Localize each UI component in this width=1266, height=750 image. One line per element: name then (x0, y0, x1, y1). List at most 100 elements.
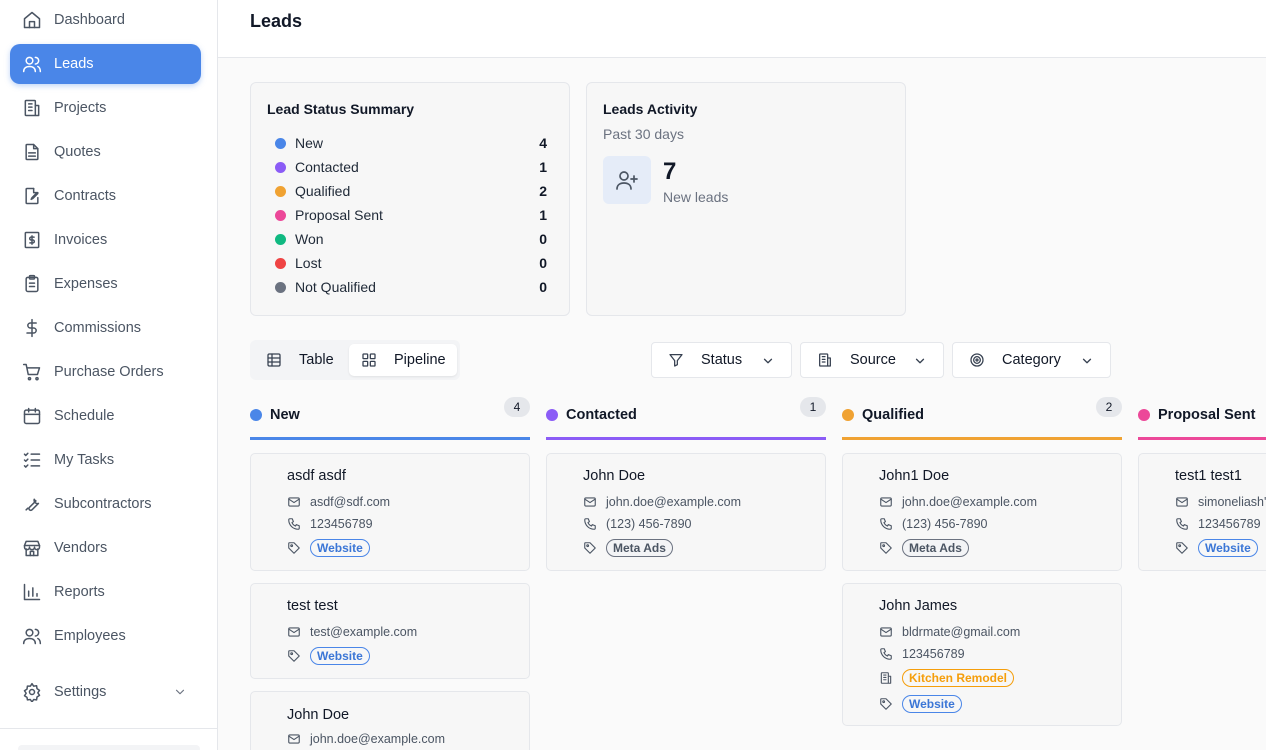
lead-card[interactable]: John1 Doe john.doe@example.com (123) 456… (842, 453, 1122, 571)
lead-card[interactable]: John James bldrmate@gmail.com 123456789 … (842, 583, 1122, 726)
page-title: Leads (250, 11, 303, 31)
status-dot (275, 137, 286, 149)
sidebar-item-contracts[interactable]: Contracts (10, 176, 201, 216)
lead-card[interactable]: asdf asdf asdf@sdf.com 123456789 Website (250, 453, 530, 571)
pipeline-column-proposal-sent: Proposal Sent test1 test1 simoneliash' 1… (1138, 394, 1266, 750)
user-group-icon (22, 626, 42, 646)
lead-email: simoneliash' (1175, 493, 1266, 511)
lead-card[interactable]: John Doe john.doe@example.com (250, 691, 530, 750)
lead-phone-text: 123456789 (310, 517, 373, 531)
status-row-new: New 4 (275, 133, 547, 153)
lead-phone: 123456789 (1175, 515, 1261, 533)
sidebar-item-my-tasks[interactable]: My Tasks (10, 440, 201, 480)
sidebar-item-reports[interactable]: Reports (10, 572, 201, 612)
table-view-label: Table (299, 352, 334, 368)
sidebar-item-label: Quotes (54, 144, 101, 160)
sidebar-item-quotes[interactable]: Quotes (10, 132, 201, 172)
status-row-qualified: Qualified 2 (275, 181, 547, 201)
sidebar-item-label: Reports (54, 584, 105, 600)
category-filter[interactable]: Category (952, 342, 1111, 378)
task-list-icon (22, 450, 42, 470)
status-filter-label: Status (701, 352, 743, 368)
pipeline-view-button[interactable]: Pipeline (349, 344, 457, 376)
sidebar-item-label: Schedule (54, 408, 115, 424)
sidebar-item-employees[interactable]: Employees (10, 616, 201, 656)
column-name: New (270, 406, 300, 423)
lead-source: Meta Ads (879, 539, 969, 557)
lead-source: Website (287, 647, 370, 665)
lead-source: Website (287, 539, 370, 557)
new-leads-count: 7 (663, 158, 677, 185)
mail-icon (287, 625, 301, 639)
building-icon (879, 671, 893, 685)
phone-icon (287, 517, 301, 531)
sidebar-item-label: Commissions (54, 320, 142, 336)
sidebar-item-label: My Tasks (54, 452, 115, 468)
tag-icon (287, 541, 301, 555)
column-header: Proposal Sent (1138, 394, 1266, 440)
source-tag: Website (310, 647, 370, 665)
lead-email: john.doe@example.com (879, 493, 1037, 511)
status-row-contacted: Contacted 1 (275, 157, 547, 177)
view-toggle: Table Pipeline (250, 340, 460, 380)
lead-card[interactable]: John Doe john.doe@example.com (123) 456-… (546, 453, 826, 571)
status-dot (275, 209, 286, 221)
status-count: 4 (539, 135, 547, 151)
sidebar-item-leads[interactable]: Leads (10, 44, 201, 84)
sidebar-footer (0, 728, 217, 750)
source-filter-label: Source (850, 352, 896, 368)
lead-name: test test (287, 598, 338, 614)
user-plus-icon (603, 156, 651, 204)
table-view-button[interactable]: Table (254, 344, 348, 376)
chevron-down-icon (761, 354, 775, 368)
status-filter[interactable]: Status (651, 342, 792, 378)
column-dot (250, 408, 262, 421)
sidebar-item-projects[interactable]: Projects (10, 88, 201, 128)
sidebar-item-commissions[interactable]: Commissions (10, 308, 201, 348)
lead-source: Meta Ads (583, 539, 673, 557)
lead-email-text: asdf@sdf.com (310, 495, 391, 509)
status-label: Contacted (295, 159, 359, 175)
column-header: Qualified 2 (842, 394, 1122, 440)
phone-icon (1175, 517, 1189, 531)
lead-phone-text: 123456789 (902, 647, 965, 661)
source-filter[interactable]: Source (800, 342, 944, 378)
tag-icon (879, 541, 893, 555)
sidebar-item-invoices[interactable]: Invoices (10, 220, 201, 260)
sidebar-item-label: Employees (54, 628, 126, 644)
lead-email: john.doe@example.com (287, 730, 445, 748)
lead-name: John Doe (287, 707, 350, 723)
sidebar-item-dashboard[interactable]: Dashboard (10, 0, 201, 40)
column-dot (842, 408, 854, 421)
leads-activity-card: Leads Activity Past 30 days 7 New leads (586, 82, 906, 316)
column-name: Contacted (566, 406, 637, 423)
lead-email-text: bldrmate@gmail.com (902, 625, 1021, 639)
wrench-icon (22, 494, 42, 514)
category-tag: Kitchen Remodel (902, 669, 1015, 687)
status-dot (275, 233, 286, 245)
sidebar-item-settings[interactable]: Settings (10, 672, 201, 712)
category-filter-label: Category (1002, 352, 1061, 368)
lead-phone: 123456789 (879, 645, 965, 663)
column-count-badge: 4 (504, 397, 530, 417)
lead-card[interactable]: test1 test1 simoneliash' 123456789 Websi… (1138, 453, 1266, 571)
lead-email: test@example.com (287, 623, 417, 641)
sidebar-item-label: Contracts (54, 188, 117, 204)
lead-card[interactable]: test test test@example.com Website (250, 583, 530, 679)
sidebar-item-subcontractors[interactable]: Subcontractors (10, 484, 201, 524)
sidebar-item-vendors[interactable]: Vendors (10, 528, 201, 568)
tag-icon (879, 697, 893, 711)
lead-name: John1 Doe (879, 468, 950, 484)
clipboard-icon (22, 274, 42, 294)
sidebar-item-expenses[interactable]: Expenses (10, 264, 201, 304)
new-leads-label: New leads (663, 189, 729, 205)
status-count: 1 (539, 207, 547, 223)
sidebar: Dashboard Leads Projects Quotes Contract… (0, 0, 218, 750)
sidebar-item-purchase-orders[interactable]: Purchase Orders (10, 352, 201, 392)
sidebar-item-label: Invoices (54, 232, 108, 248)
chevron-down-icon[interactable] (173, 685, 187, 699)
calendar-icon (22, 406, 42, 426)
status-dot (275, 185, 286, 197)
column-header: Contacted 1 (546, 394, 826, 440)
sidebar-item-schedule[interactable]: Schedule (10, 396, 201, 436)
